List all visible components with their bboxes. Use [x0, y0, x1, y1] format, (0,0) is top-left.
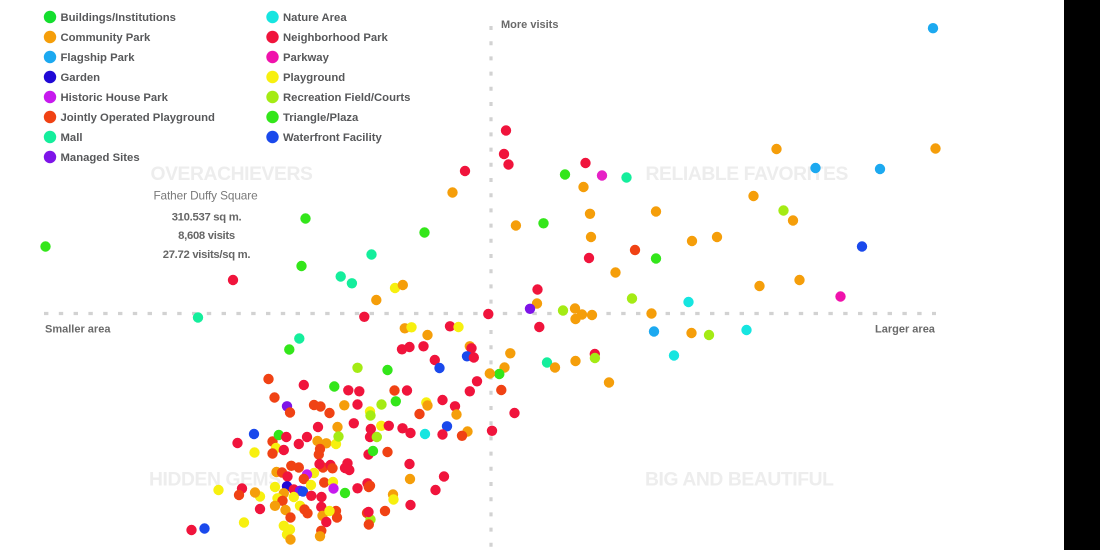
- svg-text:Nature Area: Nature Area: [283, 12, 347, 24]
- svg-text:Garden: Garden: [61, 72, 101, 84]
- svg-text:Managed Sites: Managed Sites: [61, 152, 140, 164]
- svg-text:BIG AND BEAUTIFUL: BIG AND BEAUTIFUL: [645, 470, 834, 491]
- svg-text:310.537 sq m.: 310.537 sq m.: [172, 212, 242, 224]
- svg-text:27.72 visits/sq m.: 27.72 visits/sq m.: [163, 249, 251, 261]
- svg-text:Smaller area: Smaller area: [45, 324, 111, 336]
- svg-text:Neighborhood Park: Neighborhood Park: [283, 32, 389, 44]
- svg-text:Larger area: Larger area: [875, 324, 936, 336]
- svg-text:Jointly Operated Playground: Jointly Operated Playground: [61, 112, 216, 124]
- svg-text:Flagship Park: Flagship Park: [61, 52, 136, 64]
- svg-text:Buildings/Institutions: Buildings/Institutions: [61, 12, 176, 24]
- svg-text:Triangle/Plaza: Triangle/Plaza: [283, 112, 359, 124]
- svg-text:Parkway: Parkway: [283, 52, 330, 64]
- svg-text:Mall: Mall: [61, 132, 83, 144]
- svg-text:Recreation Field/Courts: Recreation Field/Courts: [283, 92, 410, 104]
- svg-text:RELIABLE FAVORITES: RELIABLE FAVORITES: [646, 164, 849, 185]
- svg-text:Father Duffy Square: Father Duffy Square: [153, 189, 258, 203]
- svg-text:8,608 visits: 8,608 visits: [178, 230, 235, 242]
- svg-text:Community Park: Community Park: [61, 32, 151, 44]
- svg-text:More visits: More visits: [501, 19, 558, 31]
- svg-text:OVERACHIEVERS: OVERACHIEVERS: [151, 164, 313, 185]
- svg-text:Historic House Park: Historic House Park: [61, 92, 169, 104]
- svg-text:Waterfront Facility: Waterfront Facility: [283, 132, 382, 144]
- svg-text:Playground: Playground: [283, 72, 345, 84]
- svg-text:HIDDEN GEMS: HIDDEN GEMS: [149, 470, 281, 491]
